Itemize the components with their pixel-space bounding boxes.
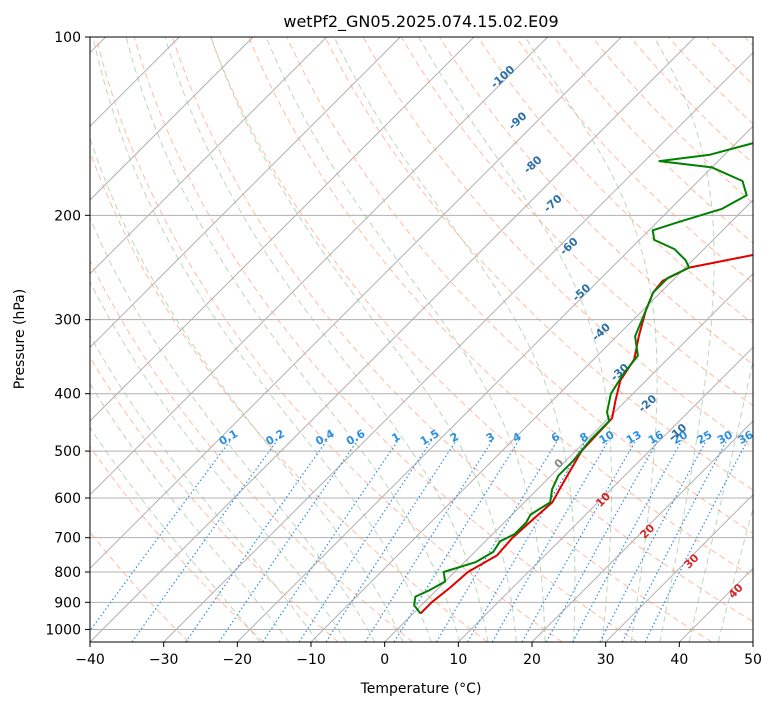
x-tick-label: −30 bbox=[149, 652, 179, 668]
x-tick-label: 50 bbox=[744, 652, 762, 668]
mixing-ratio-line bbox=[131, 440, 278, 642]
dry-adiabat bbox=[286, 37, 753, 534]
mixing-ratio-line bbox=[644, 440, 748, 642]
isotherm-gridline bbox=[457, 346, 753, 642]
isotherm-gridline bbox=[531, 420, 753, 642]
isotherm-gridline bbox=[384, 272, 753, 642]
dry-adiabat bbox=[515, 37, 753, 284]
mixing-ratio-line bbox=[262, 440, 399, 642]
isotherm-gridline bbox=[90, 37, 475, 422]
x-tick-label: −20 bbox=[223, 652, 253, 668]
chart-title: wetPf2_GN05.2025.074.15.02.E09 bbox=[283, 12, 558, 32]
moist-adiabat bbox=[90, 334, 319, 642]
mixing-ratio-line bbox=[545, 440, 659, 642]
plot-frame bbox=[89, 36, 754, 643]
moist-adiabat bbox=[125, 37, 461, 642]
dry-adiabat bbox=[324, 37, 753, 491]
dry-adiabat bbox=[248, 37, 753, 578]
mixing-ratio-line bbox=[491, 440, 609, 642]
x-tick-label: 10 bbox=[449, 652, 467, 668]
x-axis-label: Temperature (°C) bbox=[360, 681, 482, 697]
moist-adiabat bbox=[90, 426, 261, 642]
mixing-ratio-line bbox=[298, 440, 432, 642]
mixing-ratio-line bbox=[364, 440, 493, 642]
moist-adiabat bbox=[418, 37, 613, 642]
y-tick-label: 1000 bbox=[45, 622, 81, 638]
isotherm-gridline bbox=[90, 37, 549, 496]
y-tick-label: 300 bbox=[54, 313, 81, 329]
moist-adiabat bbox=[90, 280, 347, 642]
isotherm-gridline bbox=[90, 37, 622, 570]
moist-adiabat bbox=[524, 37, 658, 642]
dry-adiabat bbox=[90, 445, 264, 642]
y-tick-label: 600 bbox=[54, 491, 81, 507]
isotherm-gridline bbox=[90, 37, 696, 642]
moist-adiabat bbox=[265, 37, 546, 642]
y-tick-label: 500 bbox=[54, 444, 81, 460]
mixing-ratio-line bbox=[393, 440, 520, 642]
moist-adiabat bbox=[210, 37, 517, 642]
y-tick-label: 200 bbox=[54, 208, 81, 224]
x-tick-label: 20 bbox=[523, 652, 541, 668]
y-tick-label: 800 bbox=[54, 565, 81, 581]
moist-adiabat bbox=[333, 37, 576, 642]
moist-adiabat bbox=[164, 37, 489, 642]
mixing-ratio-line bbox=[185, 440, 328, 642]
mixing-ratio-line bbox=[466, 440, 587, 642]
dry-adiabat bbox=[95, 37, 563, 642]
moist-adiabat bbox=[90, 136, 404, 642]
isotherm-gridline bbox=[90, 37, 401, 349]
isotherm-gridline bbox=[236, 125, 753, 642]
isotherm-gridline bbox=[90, 37, 328, 275]
dry-adiabat bbox=[90, 356, 339, 642]
x-tick-label: 30 bbox=[597, 652, 615, 668]
y-tick-label: 900 bbox=[54, 595, 81, 611]
isotherm-gridline bbox=[605, 493, 753, 642]
x-tick-label: −40 bbox=[75, 652, 105, 668]
x-tick-label: −10 bbox=[296, 652, 326, 668]
y-tick-label: 100 bbox=[54, 30, 81, 46]
isotherm-gridline bbox=[163, 51, 753, 642]
dry-adiabat bbox=[171, 37, 712, 642]
x-tick-label: 40 bbox=[670, 652, 688, 668]
mixing-ratio-line bbox=[90, 440, 231, 632]
mixing-ratio-line bbox=[435, 440, 558, 642]
y-tick-label: 700 bbox=[54, 531, 81, 547]
y-tick-label: 400 bbox=[54, 387, 81, 403]
moist-adiabat bbox=[653, 37, 715, 642]
mixing-ratio-label: 36 bbox=[736, 428, 756, 447]
moist-adiabat bbox=[688, 358, 753, 642]
moist-adiabat bbox=[717, 506, 753, 642]
mixing-ratio-line bbox=[325, 440, 457, 642]
mixing-ratio-line bbox=[572, 440, 683, 642]
dewpoint-profile-line bbox=[413, 142, 753, 615]
moist-adiabat bbox=[90, 216, 376, 642]
moist-adiabat bbox=[90, 382, 290, 642]
y-axis-label: Pressure (hPa) bbox=[12, 289, 28, 389]
dry-adiabat bbox=[90, 259, 414, 642]
isotherm-gridline bbox=[90, 37, 254, 201]
x-tick-label: 0 bbox=[380, 652, 389, 668]
mixing-ratio-line bbox=[521, 440, 637, 642]
